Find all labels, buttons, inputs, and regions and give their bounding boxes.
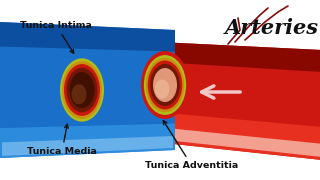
- Ellipse shape: [71, 84, 86, 104]
- Ellipse shape: [153, 68, 177, 102]
- Ellipse shape: [148, 60, 182, 109]
- Polygon shape: [120, 123, 320, 157]
- Ellipse shape: [69, 72, 94, 108]
- Ellipse shape: [146, 58, 184, 112]
- Ellipse shape: [144, 55, 186, 115]
- Text: Tunica Adventitia: Tunica Adventitia: [145, 121, 239, 170]
- Ellipse shape: [57, 54, 107, 126]
- Text: Tunica Media: Tunica Media: [27, 124, 97, 156]
- Text: Arteries: Arteries: [225, 18, 319, 38]
- Ellipse shape: [60, 58, 104, 122]
- Ellipse shape: [64, 64, 100, 116]
- Ellipse shape: [62, 61, 102, 119]
- Ellipse shape: [150, 64, 180, 106]
- Polygon shape: [2, 136, 173, 156]
- Polygon shape: [118, 109, 320, 160]
- Polygon shape: [118, 40, 320, 160]
- Text: Tunica Intima: Tunica Intima: [20, 21, 92, 53]
- Ellipse shape: [67, 68, 98, 112]
- Polygon shape: [0, 22, 175, 52]
- Polygon shape: [118, 40, 320, 72]
- Polygon shape: [0, 22, 175, 158]
- Ellipse shape: [155, 80, 169, 99]
- Ellipse shape: [141, 51, 189, 119]
- Polygon shape: [0, 124, 175, 158]
